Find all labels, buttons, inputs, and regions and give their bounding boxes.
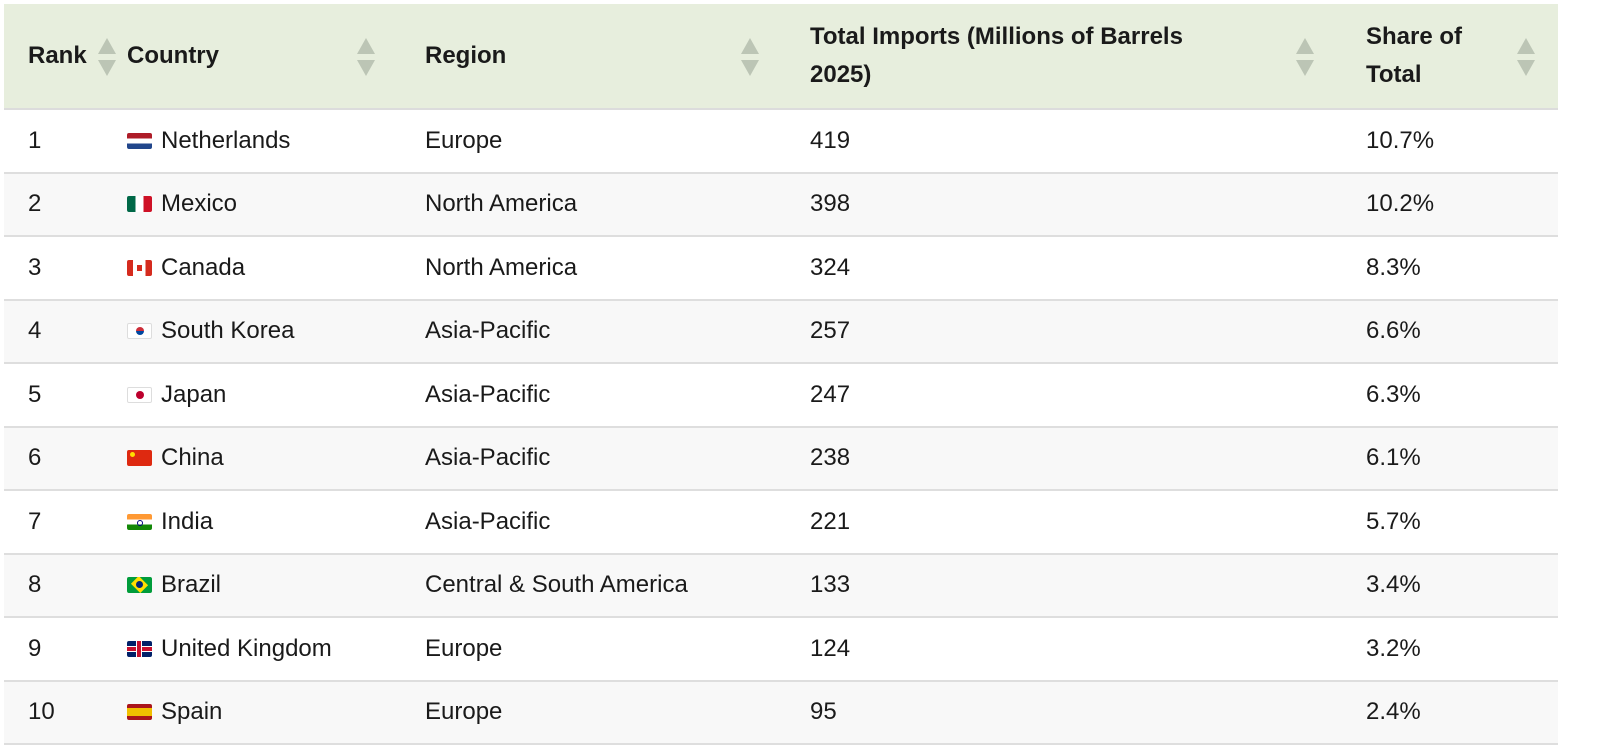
- table-row: 1 Netherlands Europe 419 10.7%: [4, 110, 1558, 174]
- sort-icon[interactable]: [357, 38, 375, 78]
- country-cell: Mexico: [127, 174, 237, 236]
- share-cell: 6.6%: [1366, 317, 1421, 345]
- share-cell: 6.1%: [1366, 444, 1421, 472]
- rank-cell: 5: [28, 380, 42, 408]
- share-cell: 10.2%: [1366, 190, 1435, 218]
- table-row: 6 China Asia-Pacific 238 6.1%: [4, 427, 1558, 491]
- table-row: 2 Mexico North America 398 10.2%: [4, 173, 1558, 237]
- imports-cell: 95: [810, 698, 837, 726]
- table-body: 1 Netherlands Europe 419 10.7% 2 Mexico North A…: [4, 110, 1558, 745]
- mexico-flag-icon: [127, 196, 152, 213]
- table-row: 7 India Asia-Pacific 221 5.7%: [4, 491, 1558, 555]
- region-cell: Europe: [425, 634, 503, 662]
- country-name: South Korea: [161, 317, 295, 345]
- share-cell: 2.4%: [1366, 698, 1421, 726]
- header-label: Rank: [28, 42, 87, 69]
- header-label: Region: [425, 42, 507, 69]
- table-row: 8 Brazil Central & South America 133 3.4%: [4, 554, 1558, 618]
- rank-cell: 3: [28, 253, 42, 281]
- table-row: 10 Spain Europe 95 2.4%: [4, 681, 1558, 745]
- rank-cell: 2: [28, 190, 42, 218]
- country-cell: Netherlands: [127, 110, 290, 172]
- country-cell: United Kingdom: [127, 618, 332, 680]
- sort-icon[interactable]: [741, 38, 759, 78]
- column-header-total-imports[interactable]: Total Imports (Millions of Barrels 2025): [810, 4, 1250, 108]
- country-name: India: [161, 507, 214, 535]
- country-name: Canada: [161, 253, 246, 281]
- sort-icon[interactable]: [1517, 38, 1535, 78]
- united-kingdom-flag-icon: [127, 640, 152, 657]
- china-flag-icon: [127, 450, 152, 467]
- table-header: Rank Country Region Total Imports (Milli…: [4, 4, 1558, 110]
- country-name: China: [161, 444, 224, 472]
- region-cell: North America: [425, 253, 578, 281]
- region-cell: Europe: [425, 698, 503, 726]
- country-cell: China: [127, 428, 224, 490]
- region-cell: Europe: [425, 126, 503, 154]
- rank-cell: 8: [28, 571, 42, 599]
- region-cell: North America: [425, 190, 578, 218]
- imports-cell: 133: [810, 571, 851, 599]
- table-row: 5 Japan Asia-Pacific 247 6.3%: [4, 364, 1558, 428]
- south-korea-flag-icon: [127, 323, 152, 340]
- india-flag-icon: [127, 513, 152, 530]
- imports-cell: 221: [810, 507, 851, 535]
- japan-flag-icon: [127, 386, 152, 403]
- table-row: 4 South Korea Asia-Pacific 257 6.6%: [4, 300, 1558, 364]
- country-name: Spain: [161, 698, 223, 726]
- imports-cell: 124: [810, 634, 851, 662]
- rank-cell: 4: [28, 317, 42, 345]
- imports-cell: 257: [810, 317, 851, 345]
- column-header-country[interactable]: Country: [127, 4, 219, 108]
- share-cell: 8.3%: [1366, 253, 1421, 281]
- rank-cell: 6: [28, 444, 42, 472]
- country-name: Japan: [161, 380, 227, 408]
- share-cell: 6.3%: [1366, 380, 1421, 408]
- region-cell: Asia-Pacific: [425, 317, 551, 345]
- header-label: Country: [127, 42, 219, 69]
- country-cell: Spain: [127, 682, 222, 744]
- share-cell: 10.7%: [1366, 126, 1435, 154]
- country-cell: Brazil: [127, 555, 221, 617]
- imports-cell: 398: [810, 190, 851, 218]
- canada-flag-icon: [127, 259, 152, 276]
- country-cell: Japan: [127, 364, 226, 426]
- region-cell: Asia-Pacific: [425, 444, 551, 472]
- share-cell: 3.2%: [1366, 634, 1421, 662]
- region-cell: Asia-Pacific: [425, 380, 551, 408]
- rank-cell: 7: [28, 507, 42, 535]
- country-name: Brazil: [161, 571, 222, 599]
- country-name: Netherlands: [161, 126, 291, 154]
- column-header-share[interactable]: Share of Total: [1366, 4, 1496, 108]
- imports-table: Rank Country Region Total Imports (Milli…: [4, 4, 1558, 745]
- header-label: Share of Total: [1366, 23, 1463, 88]
- country-name: Mexico: [161, 190, 238, 218]
- column-header-region[interactable]: Region: [425, 4, 506, 108]
- brazil-flag-icon: [127, 577, 152, 594]
- imports-cell: 419: [810, 126, 851, 154]
- country-cell: India: [127, 491, 213, 553]
- imports-cell: 247: [810, 380, 851, 408]
- share-cell: 3.4%: [1366, 571, 1421, 599]
- spain-flag-icon: [127, 704, 152, 721]
- imports-cell: 238: [810, 444, 851, 472]
- rank-cell: 9: [28, 634, 42, 662]
- rank-cell: 10: [28, 698, 55, 726]
- table-row: 9 United Kingdom Europe 124 3.2%: [4, 618, 1558, 682]
- country-cell: Canada: [127, 237, 245, 299]
- region-cell: Asia-Pacific: [425, 507, 551, 535]
- region-cell: Central & South America: [425, 571, 688, 599]
- share-cell: 5.7%: [1366, 507, 1421, 535]
- rank-cell: 1: [28, 126, 42, 154]
- header-label: Total Imports (Millions of Barrels 2025): [810, 23, 1183, 88]
- netherlands-flag-icon: [127, 132, 152, 149]
- column-header-rank[interactable]: Rank: [28, 4, 87, 108]
- sort-icon[interactable]: [98, 38, 116, 78]
- country-cell: South Korea: [127, 301, 294, 363]
- table-row: 3 Canada North America 324 8.3%: [4, 237, 1558, 301]
- sort-icon[interactable]: [1296, 38, 1314, 78]
- imports-cell: 324: [810, 253, 851, 281]
- country-name: United Kingdom: [161, 634, 332, 662]
